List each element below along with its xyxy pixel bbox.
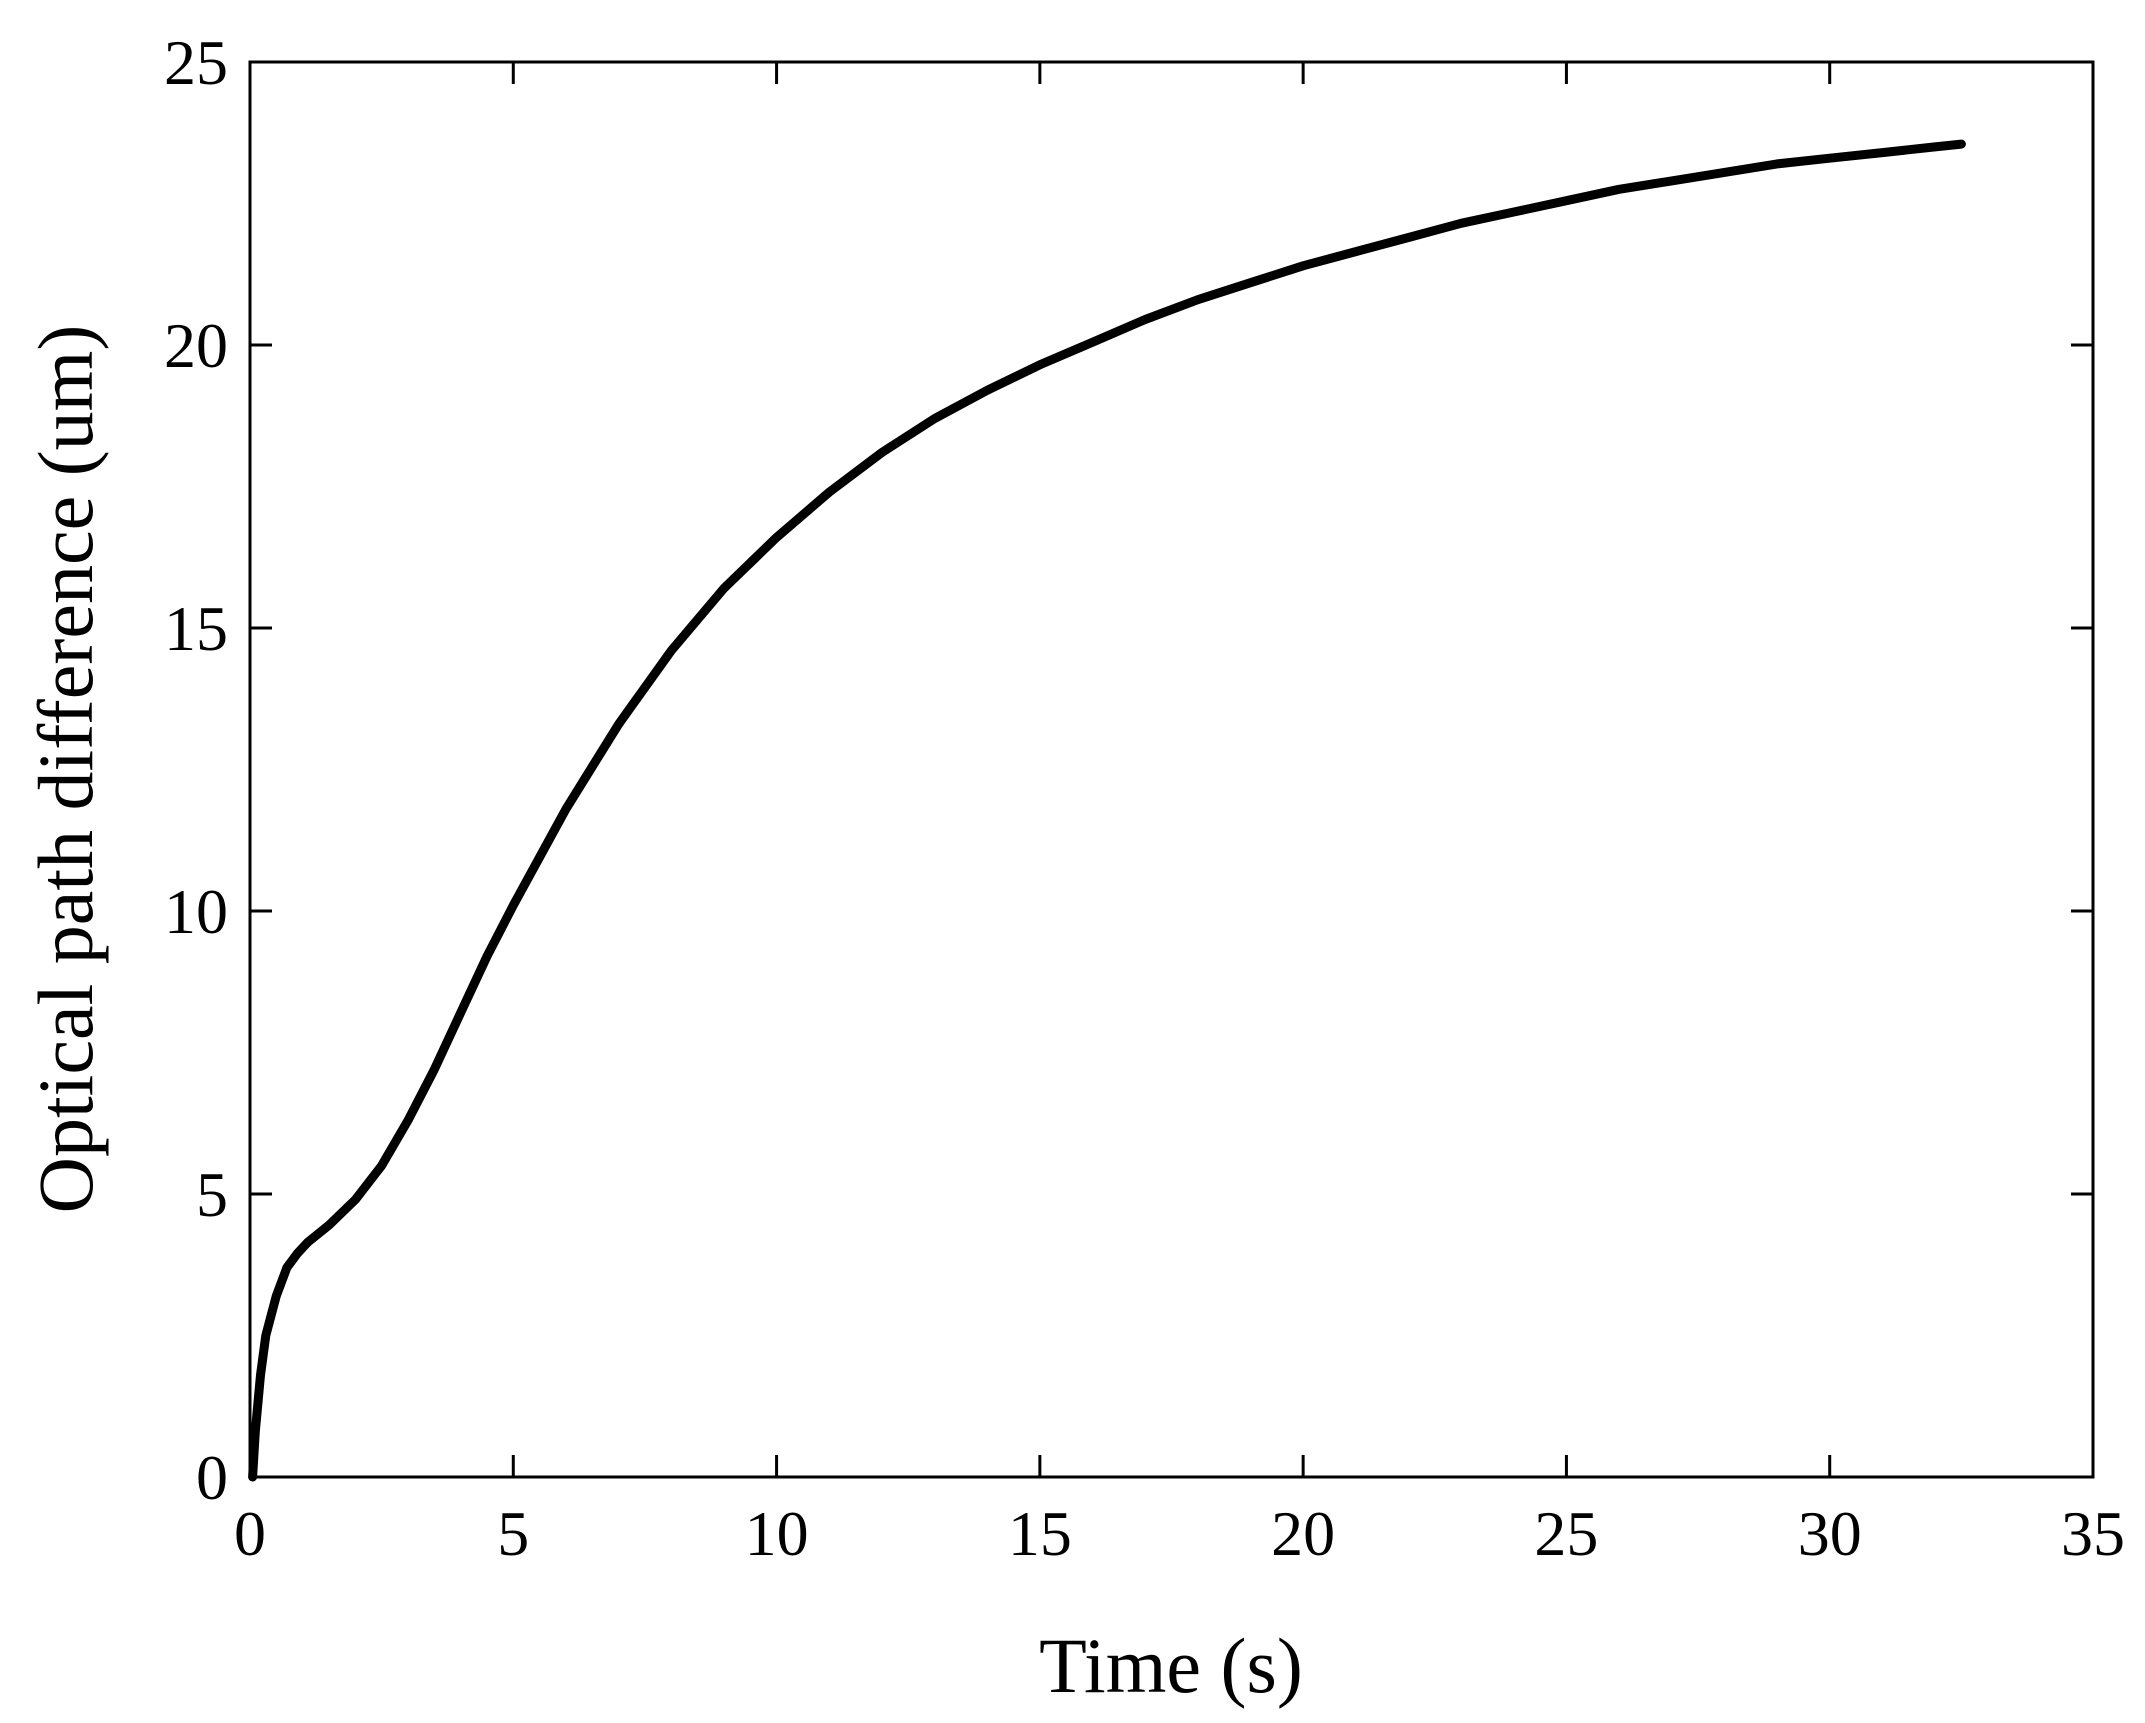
x-tick-label: 0 bbox=[234, 1498, 266, 1569]
x-tick-label: 5 bbox=[497, 1498, 529, 1569]
x-tick-label: 10 bbox=[745, 1498, 809, 1569]
x-axis-ticks: 0 5 10 15 20 25 30 35 bbox=[234, 62, 2125, 1569]
y-tick-label: 10 bbox=[164, 876, 228, 947]
y-tick-label: 5 bbox=[196, 1159, 228, 1230]
x-tick-label: 25 bbox=[1534, 1498, 1598, 1569]
y-tick-label: 20 bbox=[164, 310, 228, 381]
y-tick-label: 0 bbox=[196, 1442, 228, 1513]
x-tick-label: 20 bbox=[1271, 1498, 1335, 1569]
y-axis-title: Optical path difference (um) bbox=[22, 325, 109, 1214]
y-axis-ticks: 0 5 10 15 20 25 bbox=[164, 27, 2093, 1513]
plot-frame bbox=[248, 60, 2095, 1479]
x-axis-title: Time (s) bbox=[1039, 1622, 1303, 1709]
series-line bbox=[248, 139, 1966, 1482]
y-tick-label: 25 bbox=[164, 27, 228, 98]
y-tick-label: 15 bbox=[164, 593, 228, 664]
x-tick-label: 15 bbox=[1008, 1498, 1072, 1569]
x-tick-label: 30 bbox=[1798, 1498, 1862, 1569]
x-tick-label: 35 bbox=[2061, 1498, 2125, 1569]
